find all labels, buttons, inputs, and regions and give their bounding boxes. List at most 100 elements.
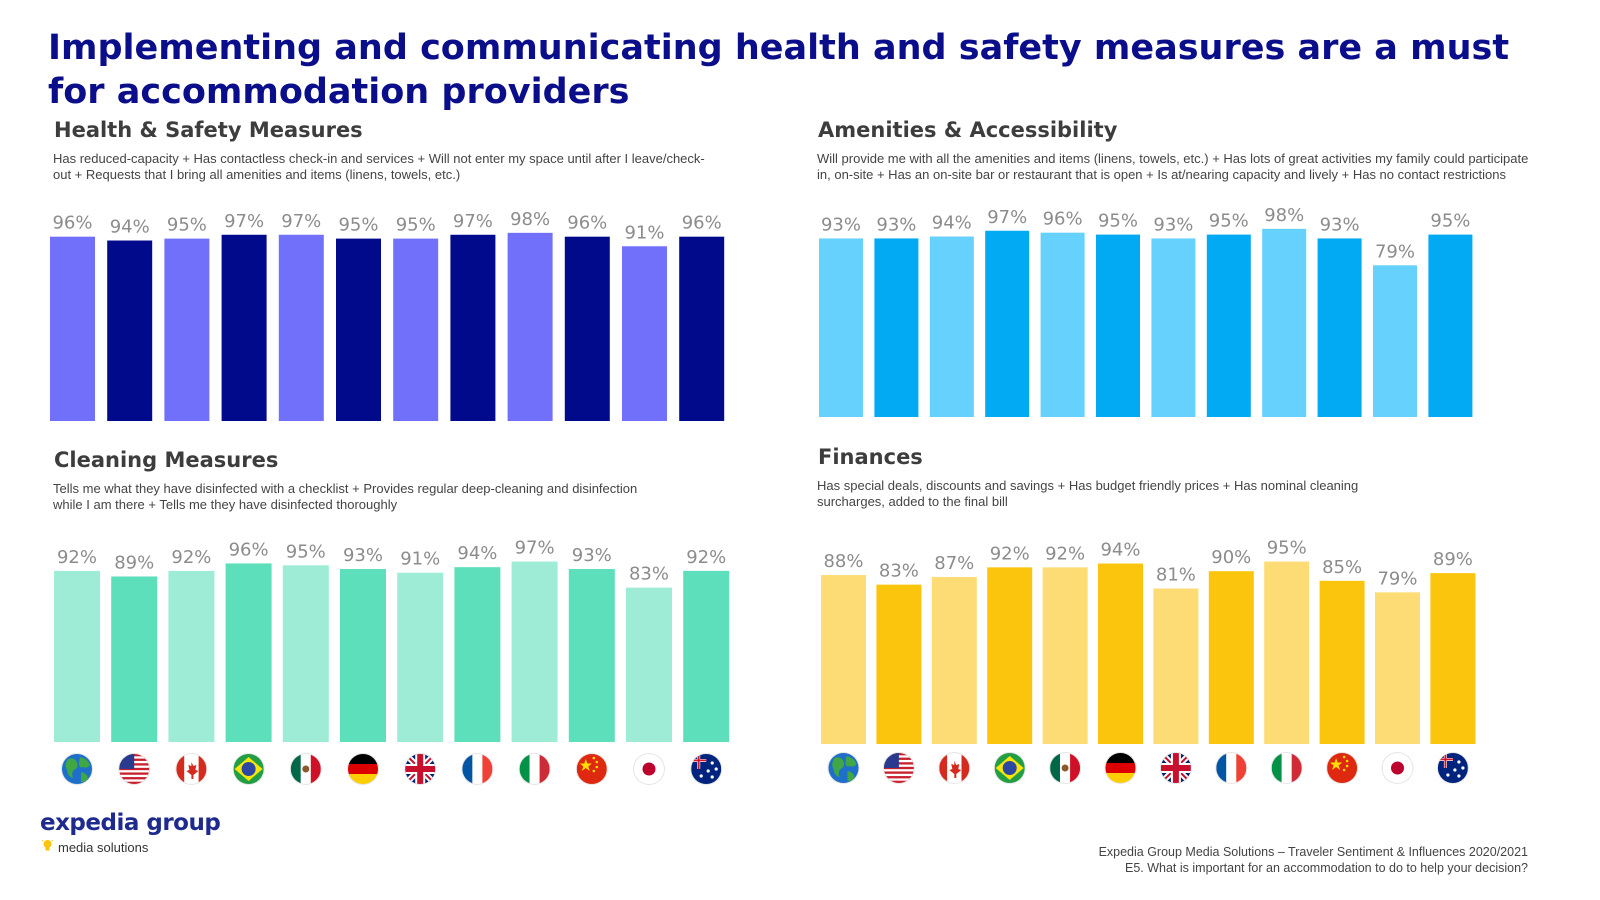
source-line-1: Expedia Group Media Solutions – Traveler… [1098,845,1528,859]
bar-amenities-accessibility-5 [1096,234,1140,417]
bar-amenities-accessibility-8 [1262,228,1307,417]
data-label: 79% [1377,568,1417,589]
bar-cleaning-0 [54,570,100,742]
bar-health-safety-8 [507,232,553,421]
bar-chart-amenities-accessibility: 93% 93% 94% 97% 96% 95% 93% 95% 98% 93% 79% 95% [819,205,1473,417]
panel-title: Amenities & Accessibility [818,118,1118,142]
bar-amenities-accessibility-2 [929,236,974,417]
australia-flag-icon [690,753,723,785]
bar-finances-5 [1098,563,1143,744]
bar-cleaning-9 [568,569,615,742]
data-label: 95% [286,541,326,562]
bar-finances-6 [1153,588,1199,744]
data-label: 97% [224,211,264,232]
japan-flag-icon [1381,752,1414,784]
panel-subtitle: Has reduced-capacity + Has contactless c… [53,151,705,182]
bar-amenities-accessibility-1 [874,238,919,417]
data-label: 95% [167,215,207,236]
data-label: 92% [1045,543,1085,564]
data-label: 94% [457,543,497,564]
data-label: 79% [1375,241,1415,262]
data-label: 96% [1043,209,1083,230]
data-label: 93% [1153,214,1193,235]
australia-flag-icon [1436,752,1469,784]
china-flag-icon [1326,752,1359,784]
bar-amenities-accessibility-9 [1317,238,1362,417]
bar-cleaning-8 [511,561,558,742]
bar-cleaning-7 [454,567,501,742]
data-label: 85% [1322,557,1362,578]
panel-subtitle: Tells me what they have disinfected with… [53,481,638,512]
data-label: 92% [57,547,97,568]
bar-finances-2 [931,576,977,744]
bar-cleaning-11 [683,570,730,742]
bar-chart-health-safety: 96% 94% 95% 97% 97% 95% 95% 97% 98% 96% 91% 96% [50,209,725,421]
bar-cleaning-10 [626,587,672,742]
page-title: Implementing and communicating health an… [48,28,1510,112]
panel-title: Finances [818,445,923,469]
bar-cleaning-3 [225,563,272,742]
data-label: 98% [1264,205,1304,226]
china-flag-icon [575,753,608,785]
germany-flag-icon [1104,752,1137,784]
bar-finances-10 [1375,592,1420,744]
data-label: 96% [229,539,269,560]
expedia-logo: expedia group media solutions [40,810,221,855]
bar-amenities-accessibility-3 [985,230,1030,417]
data-label: 83% [629,564,669,585]
data-label: 96% [567,213,607,234]
bar-health-safety-5 [336,238,381,421]
bar-cleaning-4 [282,565,329,742]
bar-health-safety-4 [278,234,324,421]
data-label: 93% [876,214,916,235]
bar-finances-3 [987,567,1033,744]
panel-subtitle: Has special deals, discounts and savings… [817,478,1359,509]
data-label: 94% [1100,540,1140,561]
logo-brand: expedia group [40,810,221,836]
data-label: 95% [1267,538,1307,559]
data-label: 93% [343,545,383,566]
bar-health-safety-2 [164,238,210,421]
bar-cleaning-5 [340,569,386,742]
bar-cleaning-2 [168,570,215,742]
bar-finances-4 [1042,567,1088,744]
data-label: 95% [338,215,378,236]
bar-amenities-accessibility-7 [1206,234,1251,417]
panel-amenities-accessibility: Amenities & Accessibility Will provide m… [814,118,1534,428]
bar-health-safety-10 [622,246,667,421]
data-label: 97% [515,538,555,559]
canada-flag-icon [938,752,971,784]
globe-icon [827,752,860,784]
data-label: 96% [682,213,722,234]
data-label: 93% [572,545,612,566]
source-line-2: E5. What is important for an accommodati… [1125,860,1528,875]
data-label: 87% [934,553,974,574]
bar-finances-1 [876,584,922,744]
us-flag-icon [118,753,151,785]
data-label: 97% [453,211,493,232]
data-label: 91% [400,549,440,570]
bar-amenities-accessibility-11 [1428,234,1473,417]
data-label: 81% [1156,564,1196,585]
data-label: 91% [624,222,664,243]
data-label: 93% [1320,214,1360,235]
data-label: 93% [821,214,861,235]
bar-amenities-accessibility-6 [1151,238,1196,417]
source-note: Expedia Group Media Solutions – Traveler… [1099,845,1528,876]
data-label: 94% [932,213,972,234]
bar-health-safety-3 [221,234,267,421]
data-label: 88% [823,551,863,572]
bar-health-safety-9 [564,236,610,421]
bar-health-safety-1 [107,240,153,421]
uk-flag-icon [1159,752,1192,784]
france-flag-icon [1215,752,1248,784]
panel-finances: Finances Has special deals, discounts an… [814,445,1534,790]
bar-cleaning-1 [111,576,158,742]
panel-subtitle: Will provide me with all the amenities a… [817,151,1529,182]
bar-finances-0 [821,575,866,744]
bar-finances-7 [1208,571,1254,744]
data-label: 95% [1209,211,1249,232]
data-label: 95% [396,215,436,236]
data-label: 90% [1211,547,1251,568]
bar-finances-9 [1319,580,1365,744]
